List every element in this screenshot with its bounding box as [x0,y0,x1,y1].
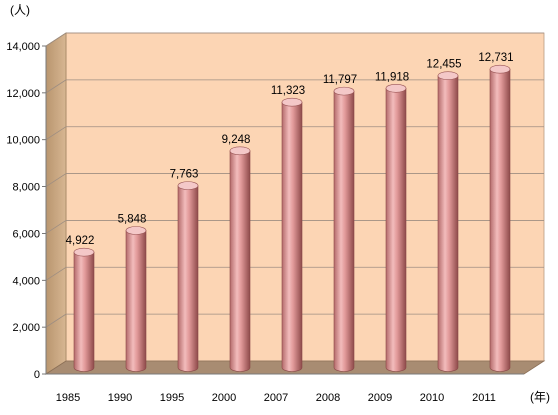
tick-labels: 0 2,000 4,000 6,000 8,000 10,000 12,000 14,000 1… [6,41,495,404]
gridline-side [45,173,67,187]
bars [73,64,511,372]
x-axis-unit-label: (年) [530,390,550,404]
bar-top-cap [437,71,459,80]
bar-2007 [281,97,303,372]
bar-1985 [73,247,95,372]
x-tick-label: 1995 [160,392,184,404]
x-tick-label: 2008 [316,392,340,404]
data-label: 4,922 [66,235,95,247]
plot-side-wall [45,32,67,375]
y-tick-label: 2,000 [12,322,40,334]
data-labels: 4,922 5,848 7,763 9,248 11,323 11,797 11,918 12… [66,52,514,247]
y-tick-label: 0 [34,369,40,381]
bar-2009 [385,83,407,372]
x-tick-label: 2007 [264,392,288,404]
y-tick-label: 4,000 [12,275,40,287]
bar-body [73,251,95,372]
gridline-side [45,220,67,234]
bar-2008 [333,86,355,372]
bar-body [177,185,199,372]
data-label: 7,763 [170,169,199,181]
bar-top-cap [489,64,511,74]
x-tick-label: 2011 [472,392,496,404]
axes [42,45,524,375]
bar-top-cap [385,83,407,93]
y-tick-label: 6,000 [12,228,40,240]
bar-2000 [229,146,251,372]
bar-body [437,75,459,372]
x-tick-label: 2009 [368,392,392,404]
bar-top-cap [177,181,199,190]
data-label: 12,455 [426,59,461,71]
bar-body [125,230,147,372]
data-label: 12,731 [478,52,513,64]
y-axis-unit-label: (人) [10,3,30,17]
gridline-side [45,266,67,281]
data-label: 5,848 [118,213,147,225]
bar-body [385,87,407,372]
bar-top-cap [73,247,95,257]
bar-top-cap [281,97,303,107]
gridline-side [45,32,67,47]
bar-top-cap [333,86,355,96]
bar-body [281,101,303,372]
bar-top-cap [125,226,147,235]
bar-body [489,68,511,372]
y-tick-label: 12,000 [6,88,40,100]
gridline-side [45,126,67,141]
gridline-side [45,79,67,94]
x-tick-label: 2000 [212,392,236,404]
y-tick-label: 8,000 [12,182,40,194]
bar-2010 [437,71,459,372]
bar-1995 [177,181,199,372]
gridline-side [45,313,67,328]
data-label: 11,323 [271,85,305,97]
bar-body [333,90,355,372]
bar-body [229,150,251,372]
bar-1990 [125,226,147,372]
x-tick-label: 1990 [108,392,132,404]
gridlines [45,32,544,328]
x-tick-label: 2010 [420,392,444,404]
y-tick-label: 14,000 [6,41,40,53]
y-tick-label: 10,000 [6,135,40,147]
data-label: 11,797 [323,74,357,86]
bar-top-cap [229,146,251,156]
x-tick-label: 1985 [56,392,80,404]
bar-2011 [489,64,511,372]
data-label: 9,248 [222,134,251,146]
data-label: 11,918 [375,71,409,83]
